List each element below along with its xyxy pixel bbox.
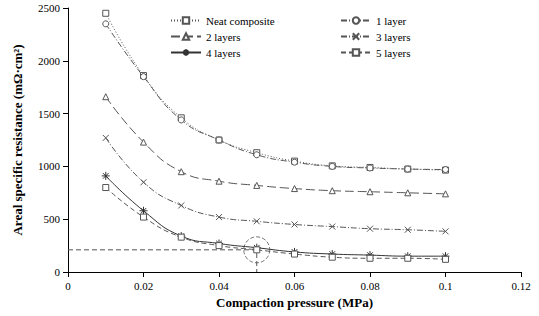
svg-text:Neat composite: Neat composite bbox=[206, 15, 275, 27]
svg-text:0.08: 0.08 bbox=[360, 280, 380, 292]
svg-text:0.04: 0.04 bbox=[209, 280, 229, 292]
svg-text:1000: 1000 bbox=[38, 160, 61, 172]
svg-text:2 layers: 2 layers bbox=[206, 31, 241, 43]
svg-text:3 layers: 3 layers bbox=[376, 31, 411, 43]
svg-text:1 layer: 1 layer bbox=[376, 15, 407, 27]
svg-text:Areal specific resistance (mΩ·: Areal specific resistance (mΩ·cm²) bbox=[10, 44, 25, 235]
svg-text:0.06: 0.06 bbox=[285, 280, 305, 292]
svg-text:4 layers: 4 layers bbox=[206, 47, 241, 59]
svg-text:0.02: 0.02 bbox=[134, 280, 153, 292]
svg-text:0: 0 bbox=[55, 266, 61, 278]
svg-text:1500: 1500 bbox=[38, 108, 61, 120]
svg-text:5 layers: 5 layers bbox=[376, 47, 411, 59]
svg-text:2500: 2500 bbox=[38, 2, 61, 14]
svg-text:0: 0 bbox=[65, 280, 71, 292]
svg-text:500: 500 bbox=[44, 213, 61, 225]
svg-text:0.12: 0.12 bbox=[511, 280, 530, 292]
svg-text:0.1: 0.1 bbox=[439, 280, 453, 292]
svg-text:2000: 2000 bbox=[38, 55, 61, 67]
svg-text:Compaction pressure (MPa): Compaction pressure (MPa) bbox=[216, 295, 373, 310]
